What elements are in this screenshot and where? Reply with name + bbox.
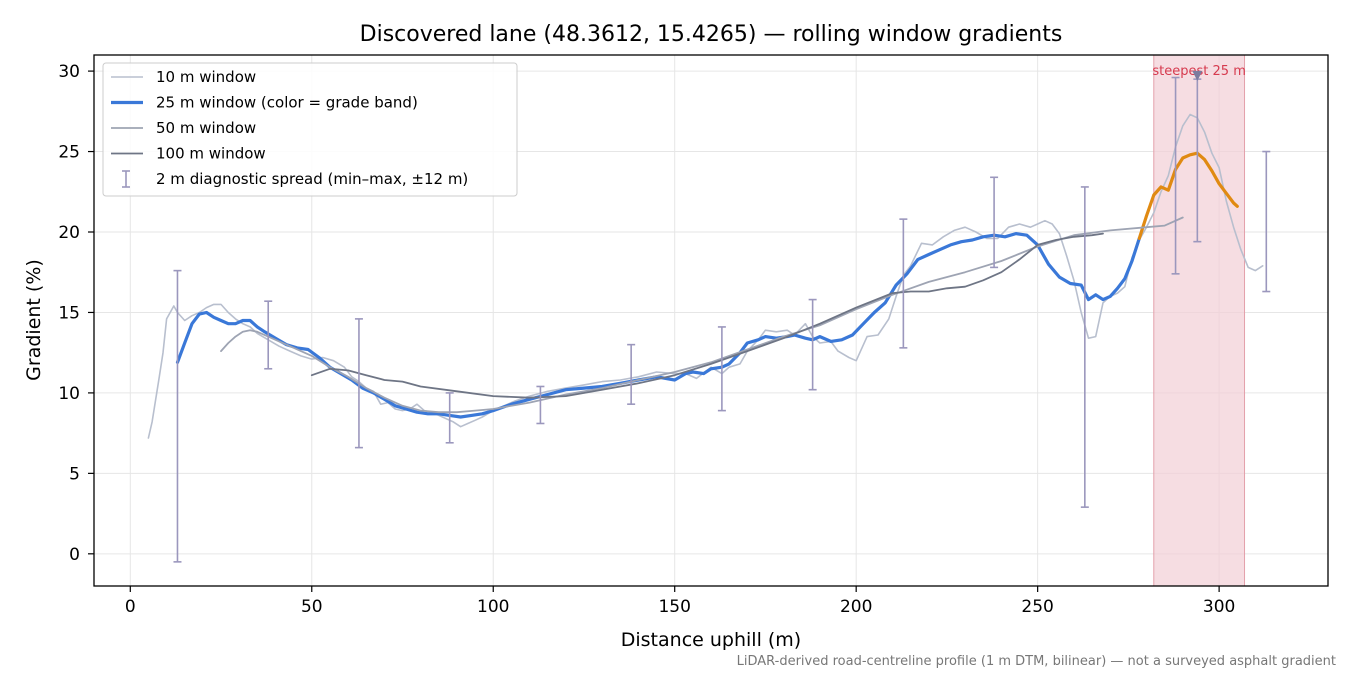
legend-label: 25 m window (color = grade band) [156, 94, 418, 112]
steepest-region: steepest 25 m [1152, 54, 1246, 587]
legend-label: 2 m diagnostic spread (min–max, ±12 m) [156, 170, 468, 188]
y-axis-ticks: 0 5 10 15 20 25 30 [58, 62, 94, 565]
y-tick-label: 10 [58, 384, 80, 404]
legend-label: 10 m window [156, 68, 256, 86]
series-line [1137, 151, 1239, 240]
error-bars [173, 76, 1271, 563]
x-tick-label: 50 [301, 597, 323, 617]
legend-box [102, 62, 518, 197]
steepest-band [1153, 54, 1246, 587]
legend-label: 100 m window [156, 145, 266, 163]
legend-label: 50 m window [156, 119, 256, 137]
y-tick-label: 30 [58, 62, 80, 82]
x-tick-label: 300 [1203, 597, 1235, 617]
series-lines [147, 113, 1264, 439]
series-line [310, 232, 1104, 399]
legend: 10 m window 25 m window (color = grade ba… [102, 62, 518, 197]
y-tick-label: 0 [69, 545, 80, 565]
steepest-marker-layer [1192, 70, 1203, 81]
x-axis-ticks: 0 50 100 150 200 250 300 [125, 586, 1235, 617]
series-line [175, 232, 1141, 419]
x-tick-label: 200 [840, 597, 872, 617]
plot-frame [93, 54, 1329, 587]
x-axis-label: Distance uphill (m) [621, 629, 801, 651]
x-tick-label: 250 [1021, 597, 1053, 617]
steepest-marker [1192, 70, 1203, 81]
x-tick-label: 150 [658, 597, 690, 617]
y-tick-label: 20 [58, 223, 80, 243]
series-line [220, 216, 1184, 414]
y-tick-label: 25 [58, 143, 80, 163]
y-tick-label: 5 [69, 464, 80, 484]
footnote: LiDAR-derived road-centreline profile (1… [737, 654, 1336, 669]
y-axis-label: Gradient (%) [23, 259, 45, 381]
x-tick-label: 0 [125, 597, 136, 617]
x-tick-label: 100 [477, 597, 509, 617]
chart-title: Discovered lane (48.3612, 15.4265) — rol… [360, 22, 1063, 47]
y-tick-label: 15 [58, 303, 80, 323]
